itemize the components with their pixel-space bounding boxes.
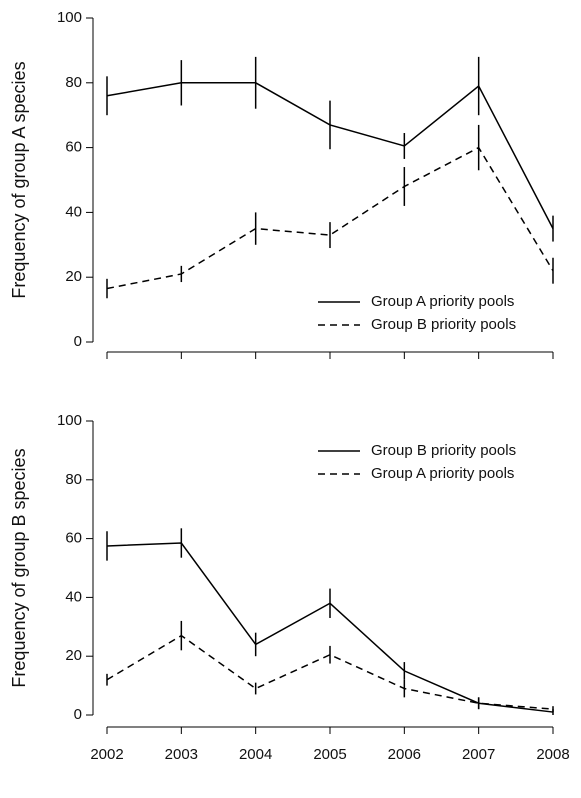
y-tick-label: 40 — [65, 203, 82, 220]
y-tick-label: 60 — [65, 139, 82, 156]
x-tick-label: 2007 — [462, 746, 495, 763]
legend-label: Group B priority pools — [371, 442, 516, 459]
series-line — [106, 542, 554, 713]
series-line — [106, 146, 554, 290]
y-tick-label: 0 — [74, 706, 82, 723]
y-tick-label: 60 — [65, 530, 82, 547]
x-tick-label: 2006 — [388, 746, 421, 763]
y-tick-label: 20 — [65, 268, 82, 285]
y-tick-label: 0 — [74, 333, 82, 350]
y-axis-label: Frequency of group A species — [9, 61, 29, 298]
y-tick-label: 20 — [65, 647, 82, 664]
y-tick-label: 80 — [65, 471, 82, 488]
y-tick-label: 80 — [65, 74, 82, 91]
y-tick-label: 100 — [57, 9, 82, 26]
x-tick-label: 2008 — [536, 746, 569, 763]
y-tick-label: 100 — [57, 412, 82, 429]
legend-label: Group A priority pools — [371, 293, 514, 310]
y-tick-label: 40 — [65, 588, 82, 605]
legend-label: Group B priority pools — [371, 316, 516, 333]
x-tick-label: 2005 — [313, 746, 346, 763]
legend-label: Group A priority pools — [371, 465, 514, 482]
x-tick-label: 2004 — [239, 746, 272, 763]
x-tick-label: 2002 — [90, 746, 123, 763]
x-tick-label: 2003 — [165, 746, 198, 763]
y-axis-label: Frequency of group B species — [9, 448, 29, 687]
